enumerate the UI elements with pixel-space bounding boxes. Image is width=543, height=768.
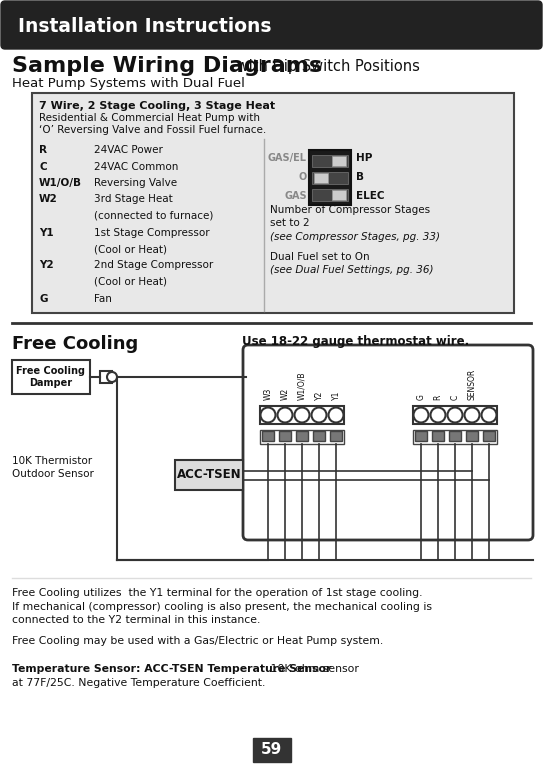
Bar (32, 93, 514, 313)
Bar (309, 150, 351, 205)
Bar (12, 360, 90, 394)
Bar (332, 190, 346, 200)
Bar (279, 431, 291, 441)
Text: Use 18-22 gauge thermostat wire.: Use 18-22 gauge thermostat wire. (242, 335, 469, 348)
Bar (313, 431, 325, 441)
Bar (312, 155, 348, 167)
Text: 10K ohm sensor: 10K ohm sensor (267, 664, 359, 674)
Text: C: C (451, 395, 459, 400)
Bar (260, 406, 344, 424)
Bar (413, 406, 497, 424)
Text: Reversing Valve: Reversing Valve (94, 178, 177, 188)
Bar (432, 431, 444, 441)
Text: R: R (39, 145, 47, 155)
Text: connected to the Y2 terminal in this instance.: connected to the Y2 terminal in this ins… (12, 615, 261, 625)
Text: Free Cooling utilizes  the Y1 terminal for the operation of 1st stage cooling.: Free Cooling utilizes the Y1 terminal fo… (12, 588, 422, 598)
Text: GAS/EL: GAS/EL (268, 153, 307, 163)
Text: (connected to furnace): (connected to furnace) (94, 211, 213, 221)
Circle shape (277, 408, 293, 422)
Bar (262, 431, 274, 441)
Text: (Cool or Heat): (Cool or Heat) (94, 277, 167, 287)
Text: Dual Fuel set to On: Dual Fuel set to On (270, 252, 370, 262)
Bar (413, 430, 497, 444)
Text: W2: W2 (39, 194, 58, 204)
Bar (449, 431, 461, 441)
Text: 1st Stage Compressor: 1st Stage Compressor (94, 227, 210, 237)
Text: Sample Wiring Diagrams: Sample Wiring Diagrams (12, 56, 322, 76)
Bar (252, 738, 291, 762)
Text: 2nd Stage Compressor: 2nd Stage Compressor (94, 260, 213, 270)
Text: O: O (299, 172, 307, 182)
Bar (466, 431, 478, 441)
Text: SENSOR: SENSOR (468, 369, 477, 400)
Circle shape (329, 408, 344, 422)
Text: (see Dual Fuel Settings, pg. 36): (see Dual Fuel Settings, pg. 36) (270, 265, 433, 275)
Text: Number of Compressor Stages: Number of Compressor Stages (270, 205, 430, 215)
Text: set to 2: set to 2 (270, 218, 310, 228)
Bar (332, 156, 346, 166)
Text: (Cool or Heat): (Cool or Heat) (94, 244, 167, 254)
Text: W1/O/B: W1/O/B (298, 372, 306, 400)
Text: W1/O/B: W1/O/B (39, 178, 82, 188)
Text: ELEC: ELEC (356, 191, 384, 201)
Text: B: B (356, 172, 364, 182)
Text: Residential & Commercial Heat Pump with: Residential & Commercial Heat Pump with (39, 113, 260, 123)
Text: Free Cooling may be used with a Gas/Electric or Heat Pump system.: Free Cooling may be used with a Gas/Elec… (12, 637, 383, 647)
Text: C: C (39, 161, 47, 171)
Text: Y1: Y1 (39, 227, 54, 237)
Text: GAS: GAS (285, 191, 307, 201)
Text: Fan: Fan (94, 293, 112, 303)
Text: Temperature Sensor: ACC-TSEN Temperature Sensor: Temperature Sensor: ACC-TSEN Temperature… (12, 664, 331, 674)
Circle shape (447, 408, 463, 422)
Text: If mechanical (compressor) cooling is also present, the mechanical cooling is: If mechanical (compressor) cooling is al… (12, 601, 432, 611)
Circle shape (294, 408, 310, 422)
Text: 59: 59 (261, 743, 282, 757)
Text: W2: W2 (281, 388, 289, 400)
Text: Free Cooling
Damper: Free Cooling Damper (16, 366, 85, 388)
Text: Heat Pump Systems with Dual Fuel: Heat Pump Systems with Dual Fuel (12, 77, 245, 90)
Text: G: G (416, 394, 426, 400)
Circle shape (107, 372, 117, 382)
Text: Y2: Y2 (314, 391, 324, 400)
Circle shape (464, 408, 479, 422)
Circle shape (482, 408, 496, 422)
Bar (312, 189, 348, 201)
Bar (175, 460, 243, 490)
Bar (296, 431, 308, 441)
Circle shape (312, 408, 326, 422)
Circle shape (261, 408, 275, 422)
Bar (330, 431, 342, 441)
Text: Y2: Y2 (39, 260, 54, 270)
Text: HP: HP (356, 153, 372, 163)
Text: G: G (39, 293, 47, 303)
Text: ‘O’ Reversing Valve and Fossil Fuel furnace.: ‘O’ Reversing Valve and Fossil Fuel furn… (39, 125, 266, 135)
Text: at 77F/25C. Negative Temperature Coefficient.: at 77F/25C. Negative Temperature Coeffic… (12, 677, 266, 687)
Text: Installation Instructions: Installation Instructions (18, 18, 272, 37)
Circle shape (414, 408, 428, 422)
FancyBboxPatch shape (243, 345, 533, 540)
Text: Free Cooling: Free Cooling (12, 335, 138, 353)
Text: 7 Wire, 2 Stage Cooling, 3 Stage Heat: 7 Wire, 2 Stage Cooling, 3 Stage Heat (39, 101, 275, 111)
Text: Y1: Y1 (331, 391, 340, 400)
Circle shape (431, 408, 445, 422)
Bar (100, 371, 112, 383)
Text: 24VAC Common: 24VAC Common (94, 161, 178, 171)
Text: R: R (433, 395, 443, 400)
Bar (312, 172, 348, 184)
Text: with Dip Switch Positions: with Dip Switch Positions (232, 58, 420, 74)
Bar (260, 430, 344, 444)
Text: 3rd Stage Heat: 3rd Stage Heat (94, 194, 173, 204)
Text: 24VAC Power: 24VAC Power (94, 145, 163, 155)
Bar (314, 173, 328, 183)
FancyBboxPatch shape (1, 1, 542, 49)
Bar (483, 431, 495, 441)
Text: 10K Thermistor
Outdoor Sensor: 10K Thermistor Outdoor Sensor (12, 456, 94, 479)
Text: W3: W3 (263, 388, 273, 400)
Text: ACC-TSEN: ACC-TSEN (176, 468, 241, 482)
Bar (415, 431, 427, 441)
Text: (see Compressor Stages, pg. 33): (see Compressor Stages, pg. 33) (270, 232, 440, 242)
